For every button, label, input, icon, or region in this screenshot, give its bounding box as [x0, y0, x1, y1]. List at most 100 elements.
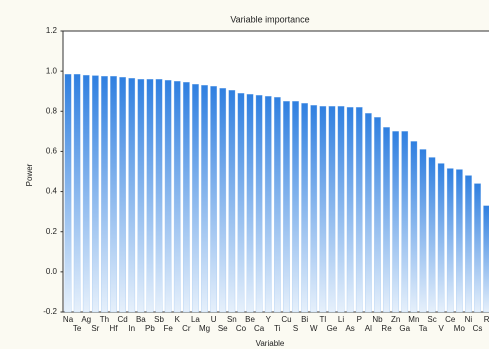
bar — [355, 107, 363, 313]
x-tick-label: Cu — [281, 315, 291, 324]
x-tick-label: Zn — [391, 315, 400, 324]
bar — [146, 79, 154, 313]
y-tick-label: 0.2 — [46, 227, 58, 236]
x-tick-label: Ge — [327, 324, 338, 333]
x-tick-label: Y — [266, 315, 272, 324]
bar — [328, 106, 336, 313]
x-tick-label: Ce — [445, 315, 456, 324]
bar — [446, 168, 454, 313]
bar — [274, 97, 281, 313]
x-tick-label: Cd — [118, 315, 128, 324]
bar — [456, 169, 463, 313]
x-tick-label: Sr — [91, 324, 99, 333]
bar — [465, 175, 472, 313]
bar — [346, 107, 354, 313]
bar — [410, 141, 418, 313]
bar — [137, 79, 145, 313]
y-tick-label: 0.6 — [46, 147, 58, 156]
x-tick-label: As — [345, 324, 354, 333]
x-tick-label: Sc — [427, 315, 436, 324]
bar — [374, 117, 381, 313]
y-tick-label: -0.2 — [43, 307, 57, 316]
y-tick-label: 0.0 — [46, 267, 58, 276]
x-axis-label: Variable — [256, 339, 285, 348]
y-tick-label: 0.4 — [46, 187, 58, 196]
bar — [183, 82, 190, 313]
bar — [283, 101, 290, 313]
x-tick-label: Te — [73, 324, 82, 333]
x-tick-label: Nb — [372, 315, 383, 324]
y-tick-label: 0.8 — [46, 106, 58, 115]
x-tick-label: W — [310, 324, 318, 333]
chart-title: Variable importance — [230, 14, 309, 24]
bar — [101, 76, 108, 313]
x-tick-label: Th — [100, 315, 109, 324]
bar — [82, 75, 90, 313]
bar — [73, 74, 81, 313]
bar — [164, 80, 172, 313]
x-tick-label: U — [211, 315, 217, 324]
y-tick-label: 1.0 — [46, 66, 58, 75]
x-tick-label: Pb — [145, 324, 155, 333]
bar — [365, 113, 372, 313]
bar — [310, 105, 318, 313]
x-tick-label: Ti — [274, 324, 281, 333]
x-tick-label: Ta — [419, 324, 428, 333]
bar — [255, 95, 263, 313]
bar — [92, 75, 99, 313]
x-tick-label: Ba — [136, 315, 146, 324]
x-tick-label: In — [128, 324, 135, 333]
x-tick-label: Co — [236, 324, 247, 333]
x-tick-label: Hf — [110, 324, 119, 333]
bar — [237, 93, 245, 313]
bar — [192, 84, 199, 313]
x-tick-label: Na — [63, 315, 74, 324]
x-tick-label: Ga — [399, 324, 410, 333]
bar — [173, 81, 181, 313]
x-tick-label: Sn — [227, 315, 237, 324]
bar — [219, 88, 227, 313]
x-tick-label: S — [293, 324, 298, 333]
y-tick-label: 1.2 — [46, 26, 58, 35]
bar — [210, 86, 217, 313]
x-tick-label: Mg — [199, 324, 210, 333]
bar — [201, 85, 208, 313]
x-tick-label: Mo — [454, 324, 466, 333]
y-axis-label: Power — [25, 163, 34, 186]
x-tick-label: Cr — [182, 324, 191, 333]
bar — [319, 106, 327, 313]
x-tick-label: Cs — [473, 324, 483, 333]
bar — [128, 78, 136, 313]
x-tick-label: K — [175, 315, 181, 324]
x-tick-label: V — [438, 324, 444, 333]
bar — [483, 205, 489, 313]
bar — [64, 74, 72, 313]
bar — [392, 131, 399, 313]
bar — [246, 94, 254, 313]
x-tick-label: Se — [218, 324, 228, 333]
bar — [401, 131, 409, 313]
x-tick-label: Re — [381, 324, 392, 333]
x-tick-label: Tl — [320, 315, 327, 324]
bar — [119, 77, 126, 313]
bar — [292, 101, 299, 313]
bar — [474, 183, 481, 313]
bar — [301, 103, 308, 313]
x-tick-label: Ca — [254, 324, 265, 333]
x-tick-label: Bi — [301, 315, 308, 324]
x-tick-label: Al — [365, 324, 372, 333]
bar — [419, 149, 427, 313]
bar — [437, 163, 445, 313]
bar — [337, 106, 345, 313]
bar — [428, 157, 436, 313]
bar — [383, 127, 390, 313]
x-tick-label: R — [484, 315, 489, 324]
x-tick-label: La — [191, 315, 200, 324]
x-tick-label: Ni — [465, 315, 473, 324]
x-tick-label: Mn — [408, 315, 419, 324]
x-tick-label: Li — [338, 315, 344, 324]
x-tick-label: Fe — [163, 324, 173, 333]
x-tick-label: P — [357, 315, 362, 324]
